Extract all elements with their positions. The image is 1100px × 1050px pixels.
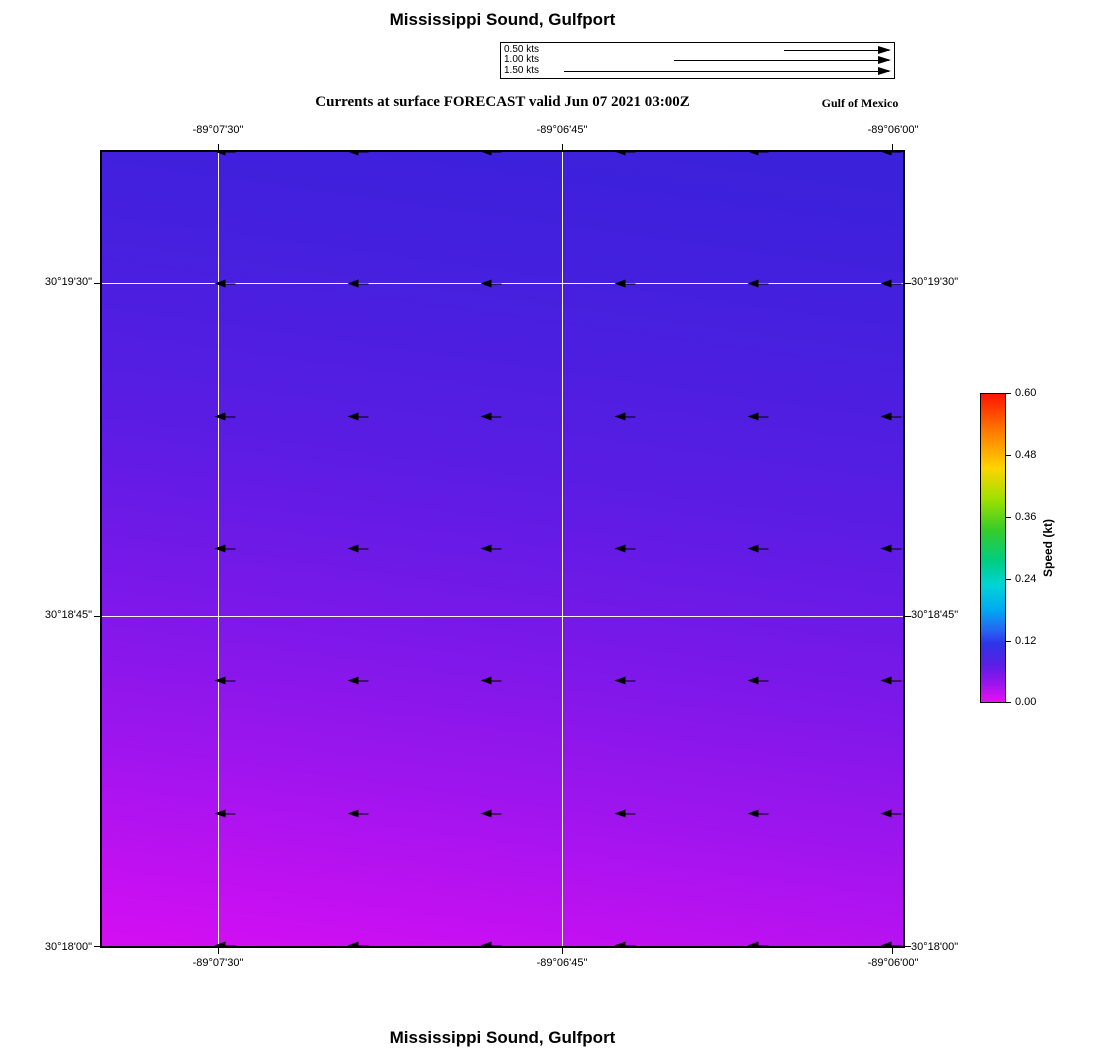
colorbar-tick <box>1006 641 1011 642</box>
bottom-title: Mississippi Sound, Gulfport <box>389 1028 616 1047</box>
current-vector-arrow <box>614 941 636 946</box>
current-vector-arrow <box>614 152 636 157</box>
current-vector-arrow <box>880 412 902 421</box>
current-vector-arrow <box>214 412 236 421</box>
axis-tick <box>218 948 219 954</box>
current-vector-arrow <box>880 676 902 686</box>
current-vector-arrow <box>480 279 502 289</box>
forecast-subtitle: Currents at surface FORECAST valid Jun 0… <box>315 94 690 110</box>
lat-tick-label: 30°18'00" <box>911 941 959 953</box>
lon-tick-label: -89°06'00" <box>867 124 919 136</box>
lon-tick-label: -89°07'30" <box>192 124 244 136</box>
current-vector-arrow <box>747 941 769 946</box>
current-vector-arrow <box>347 412 369 421</box>
axis-tick <box>94 946 100 947</box>
current-vector-arrow <box>480 152 502 157</box>
axis-tick <box>892 144 893 150</box>
legend-label: 0.50 kts <box>504 44 540 56</box>
lat-tick-label: 30°18'45" <box>44 609 92 621</box>
legend-row: 1.50 kts <box>504 64 891 76</box>
current-vector-arrow <box>347 809 369 818</box>
current-vector-arrow <box>347 941 369 946</box>
current-vector-arrow <box>747 544 769 553</box>
current-vector-arrow <box>347 279 369 289</box>
lon-tick-label: -89°07'30" <box>192 957 244 969</box>
lat-tick-label: 30°18'45" <box>911 609 959 621</box>
lat-tick-label: 30°19'30" <box>911 276 959 288</box>
current-vector-arrow <box>614 809 636 818</box>
colorbar-tick <box>1006 702 1011 703</box>
current-vector-arrow <box>214 152 236 157</box>
current-vector-arrow <box>747 152 769 157</box>
gridline-horizontal <box>102 283 903 284</box>
colorbar-tick-label: 0.24 <box>1015 573 1037 585</box>
axis-tick <box>905 946 911 947</box>
current-vector-arrow <box>880 152 902 157</box>
colorbar-tick-label: 0.00 <box>1015 696 1037 708</box>
axis-tick <box>94 283 100 284</box>
legend-row: 0.50 kts <box>504 45 891 55</box>
colorbar-tick <box>1006 393 1011 394</box>
current-vector-arrow <box>880 941 902 946</box>
axis-tick <box>94 616 100 617</box>
current-vector-arrow <box>747 676 769 686</box>
lat-tick-label: 30°18'00" <box>44 941 92 953</box>
current-vector-arrow <box>614 544 636 553</box>
lon-tick-label: -89°06'45" <box>536 124 588 136</box>
axis-tick <box>905 283 911 284</box>
legend-row: 1.00 kts <box>504 55 891 65</box>
current-vector-arrow <box>880 279 902 289</box>
current-vector-arrow <box>214 279 236 289</box>
region-label: Gulf of Mexico <box>821 96 899 110</box>
lat-tick-label: 30°19'30" <box>44 276 92 288</box>
current-vector-arrow <box>614 412 636 421</box>
axis-tick <box>562 144 563 150</box>
colorbar-tick <box>1006 455 1011 456</box>
colorbar-tick-label: 0.12 <box>1015 635 1037 647</box>
current-vector-arrow <box>480 941 502 946</box>
current-vector-arrow <box>214 544 236 553</box>
current-vector-arrow <box>480 676 502 686</box>
current-vector-arrow <box>480 412 502 421</box>
gridline-horizontal <box>102 616 903 617</box>
axis-tick <box>218 144 219 150</box>
current-vector-arrow <box>747 279 769 289</box>
current-vector-arrow <box>880 544 902 553</box>
current-vector-arrow <box>880 809 902 818</box>
current-vector-arrow <box>614 676 636 686</box>
current-vector-arrow <box>480 544 502 553</box>
axis-tick <box>892 948 893 954</box>
scale-arrow-icon <box>674 56 891 65</box>
plot-area <box>100 150 905 948</box>
current-vector-arrow <box>214 809 236 818</box>
current-vector-arrow <box>614 279 636 289</box>
speed-scale-legend: 0.50 kts 1.00 kts 1.50 kts <box>500 42 895 79</box>
page-title: Mississippi Sound, Gulfport <box>389 10 616 29</box>
current-vector-arrow <box>747 809 769 818</box>
current-vector-arrow <box>480 809 502 818</box>
legend-label: 1.50 kts <box>504 64 540 76</box>
scale-arrow-icon <box>564 66 891 75</box>
lon-tick-label: -89°06'45" <box>536 957 588 969</box>
scale-arrow-icon <box>784 46 891 54</box>
current-vector-arrow <box>347 544 369 553</box>
lon-tick-label: -89°06'00" <box>867 957 919 969</box>
colorbar-tick-label: 0.48 <box>1015 449 1037 461</box>
colorbar-tick <box>1006 579 1011 580</box>
colorbar-tick-label: 0.60 <box>1015 387 1037 399</box>
colorbar-title: Speed (kt) <box>1041 518 1055 578</box>
current-vector-arrow <box>347 152 369 157</box>
colorbar-tick <box>1006 517 1011 518</box>
current-vector-arrow <box>347 676 369 686</box>
current-vector-arrow <box>214 941 236 946</box>
axis-tick <box>562 948 563 954</box>
current-vector-arrow <box>747 412 769 421</box>
current-vector-arrow <box>214 676 236 686</box>
gridline-vertical <box>562 152 563 946</box>
axis-tick <box>905 616 911 617</box>
colorbar-tick-label: 0.36 <box>1015 511 1037 523</box>
legend-label: 1.00 kts <box>504 54 540 66</box>
colorbar <box>980 393 1006 703</box>
